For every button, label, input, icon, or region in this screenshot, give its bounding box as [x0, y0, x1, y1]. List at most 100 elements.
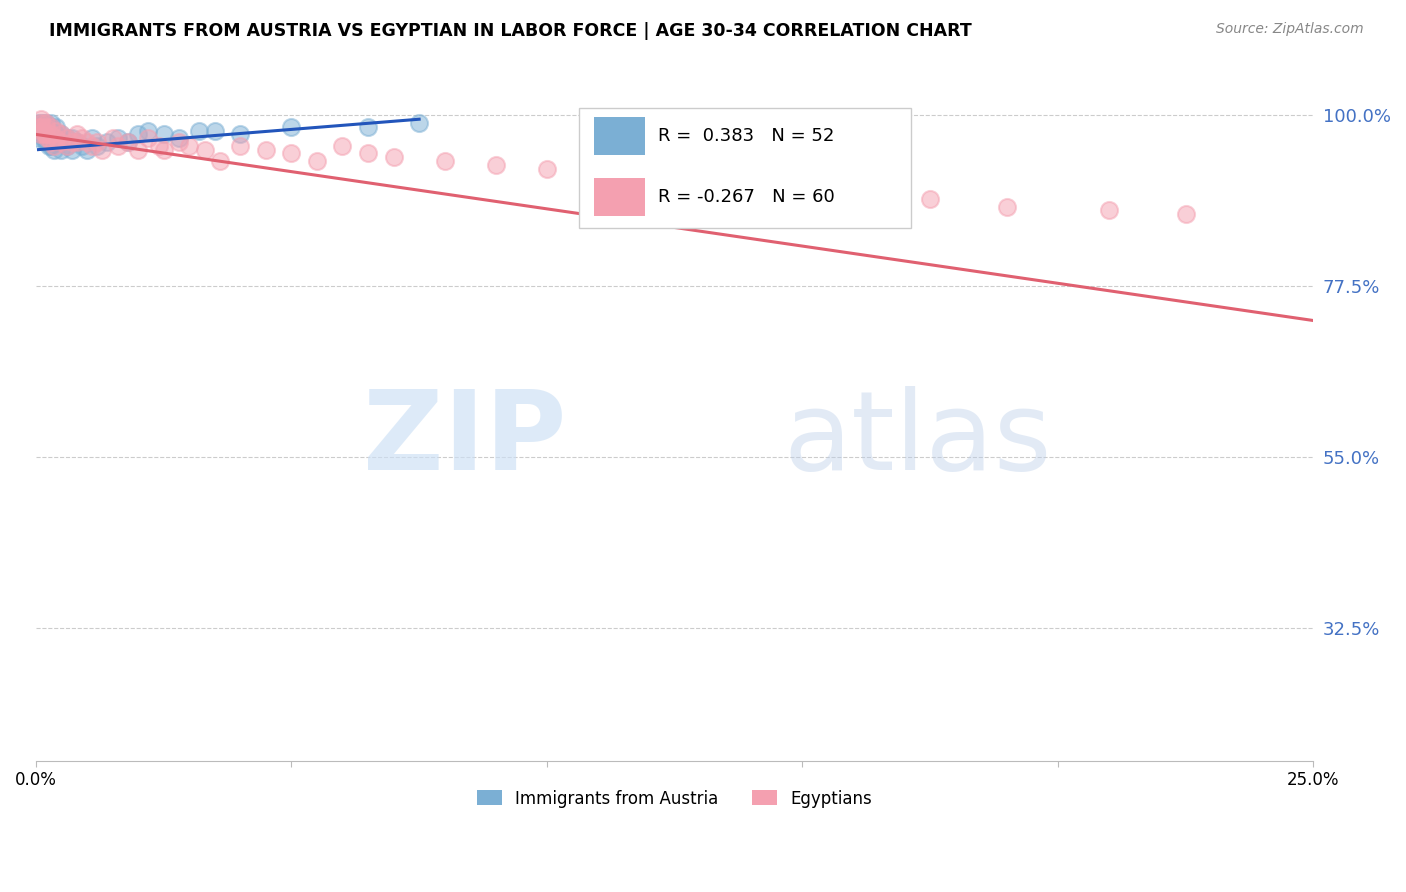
Point [42, 143, 65, 157]
Bar [595, 178, 645, 216]
Point [193, 143, 215, 157]
Point [70, 131, 93, 145]
Point [138, 123, 160, 137]
Point [254, 143, 277, 157]
Point [208, 153, 231, 168]
Point [76, 135, 98, 149]
Text: atlas: atlas [783, 386, 1052, 493]
Point [39, 120, 62, 134]
Point [39, 128, 62, 142]
Point [96, 135, 118, 149]
Point [45, 128, 67, 142]
Point [51, 135, 73, 149]
Point [127, 143, 149, 157]
Point [127, 128, 149, 142]
Point [37, 131, 59, 145]
Point [30, 120, 52, 134]
Point [35, 135, 58, 149]
Point [55, 131, 77, 145]
Point [82, 131, 104, 145]
Point [204, 123, 226, 137]
Point [34, 131, 56, 145]
Point [76, 143, 98, 157]
Point [35, 128, 58, 142]
Point [91, 143, 114, 157]
Bar [595, 117, 645, 154]
Point [107, 131, 129, 145]
Point [179, 138, 201, 153]
Point [229, 128, 252, 142]
Point [1174, 207, 1197, 221]
Point [357, 120, 380, 134]
Point [27, 131, 49, 145]
Point [45, 120, 67, 134]
Point [31, 128, 53, 142]
Point [39, 128, 62, 142]
Point [305, 153, 328, 168]
Point [167, 131, 190, 145]
Text: R =  0.383   N = 52: R = 0.383 N = 52 [658, 127, 834, 145]
Point [152, 143, 174, 157]
Point [229, 138, 252, 153]
Point [27, 116, 49, 130]
Point [1098, 203, 1121, 218]
Point [37, 131, 59, 145]
Point [51, 128, 73, 142]
Point [485, 158, 508, 172]
Point [382, 150, 405, 164]
Point [920, 192, 942, 206]
Point [31, 131, 53, 145]
Point [35, 116, 58, 130]
Point [117, 135, 139, 149]
Text: Source: ZipAtlas.com: Source: ZipAtlas.com [1216, 22, 1364, 37]
Point [638, 169, 661, 184]
Point [60, 131, 83, 145]
Point [152, 128, 174, 142]
Point [28, 128, 51, 142]
Point [868, 188, 890, 202]
Point [39, 120, 62, 134]
Point [30, 123, 52, 137]
Point [30, 116, 52, 130]
Point [86, 138, 108, 153]
Point [117, 135, 139, 149]
Point [45, 135, 67, 149]
Point [48, 131, 70, 145]
Point [66, 135, 89, 149]
Point [280, 120, 302, 134]
Point [42, 138, 65, 153]
Point [433, 153, 456, 168]
Point [51, 135, 73, 149]
Point [35, 120, 58, 134]
Text: IMMIGRANTS FROM AUSTRIA VS EGYPTIAN IN LABOR FORCE | AGE 30-34 CORRELATION CHART: IMMIGRANTS FROM AUSTRIA VS EGYPTIAN IN L… [49, 22, 972, 40]
Point [188, 123, 211, 137]
Point [536, 161, 558, 176]
Point [60, 143, 83, 157]
Point [55, 138, 77, 153]
Point [28, 128, 51, 142]
Point [817, 185, 839, 199]
Point [357, 146, 380, 161]
Point [60, 135, 83, 149]
Point [408, 116, 430, 130]
Point [55, 131, 77, 145]
Point [35, 120, 58, 134]
Point [86, 135, 108, 149]
Point [689, 173, 711, 187]
Bar [579, 108, 911, 227]
Point [332, 138, 354, 153]
Point [35, 128, 58, 142]
Text: ZIP: ZIP [363, 386, 567, 493]
Point [30, 112, 52, 127]
Point [35, 116, 58, 130]
Point [82, 138, 104, 153]
Point [138, 131, 160, 145]
Point [45, 123, 67, 137]
Point [31, 123, 53, 137]
Point [39, 138, 62, 153]
Point [27, 120, 49, 134]
Point [38, 138, 60, 153]
Point [32, 116, 55, 130]
Legend: Immigrants from Austria, Egyptians: Immigrants from Austria, Egyptians [471, 783, 879, 814]
Point [39, 135, 62, 149]
